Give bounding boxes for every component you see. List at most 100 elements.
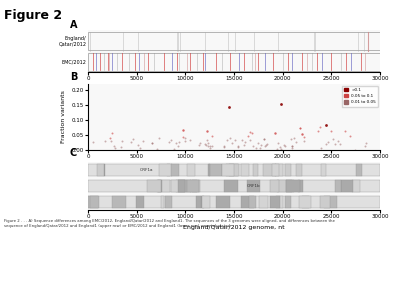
Point: [109, 131, 115, 136]
Point: [156, 136, 162, 141]
Bar: [187, 164, 195, 176]
Point: [264, 141, 270, 146]
Point: [257, 146, 264, 151]
Point: [224, 138, 230, 142]
Bar: [192, 180, 198, 192]
Bar: [285, 196, 291, 208]
Point: [174, 144, 181, 149]
Bar: [165, 196, 172, 208]
Point: [205, 143, 211, 148]
Bar: [270, 180, 279, 192]
Point: [262, 144, 268, 149]
Point: [136, 146, 143, 150]
Point: [208, 134, 215, 139]
Point: [261, 137, 267, 142]
Bar: [171, 180, 185, 192]
Point: [342, 129, 348, 134]
Point: [220, 144, 227, 148]
Point: [261, 136, 268, 141]
Point: [166, 139, 172, 144]
Point: [300, 139, 307, 143]
Point: [332, 142, 338, 147]
Bar: [341, 180, 353, 192]
Point: [323, 123, 330, 128]
Point: [202, 142, 209, 147]
Point: [118, 145, 124, 150]
Point: [293, 139, 300, 144]
Point: [324, 140, 331, 144]
Point: [134, 142, 141, 147]
Bar: [178, 180, 186, 192]
Text: C: C: [70, 148, 77, 158]
Bar: [241, 164, 249, 176]
Bar: [228, 164, 239, 176]
Point: [335, 138, 341, 143]
Bar: [88, 196, 380, 208]
Text: Figure 2: Figure 2: [4, 9, 62, 22]
Point: [347, 133, 353, 138]
Point: [290, 136, 297, 140]
Point: [182, 136, 188, 141]
Bar: [104, 164, 106, 176]
Point: [337, 141, 343, 146]
Bar: [222, 164, 234, 176]
Point: [149, 141, 156, 146]
Point: [111, 144, 117, 148]
Point: [197, 140, 204, 145]
Point: [206, 145, 213, 150]
Point: [263, 143, 269, 148]
Point: [247, 130, 253, 135]
Point: [329, 137, 336, 142]
Bar: [298, 180, 303, 192]
Bar: [190, 180, 200, 192]
Point: [180, 127, 186, 132]
Point: [351, 147, 358, 152]
Bar: [352, 180, 360, 192]
Point: [239, 137, 245, 142]
Bar: [270, 196, 280, 208]
Bar: [112, 196, 126, 208]
Bar: [88, 53, 380, 71]
Bar: [88, 196, 98, 208]
Bar: [247, 180, 260, 192]
Point: [281, 142, 288, 147]
Point: [229, 141, 235, 146]
Point: [281, 144, 288, 148]
Point: [235, 143, 241, 148]
X-axis label: England/Qatar/2012 genome, nt: England/Qatar/2012 genome, nt: [183, 225, 285, 230]
Point: [221, 144, 228, 149]
Point: [204, 137, 211, 142]
Bar: [321, 164, 326, 176]
Point: [182, 139, 188, 144]
Bar: [264, 164, 276, 176]
Bar: [272, 164, 279, 176]
Bar: [216, 196, 230, 208]
Bar: [248, 196, 256, 208]
Point: [235, 145, 241, 149]
Point: [226, 105, 232, 110]
Bar: [336, 180, 341, 192]
Point: [244, 134, 251, 139]
Bar: [88, 164, 380, 176]
Point: [289, 146, 296, 151]
Point: [196, 142, 202, 147]
Bar: [176, 180, 187, 192]
Bar: [96, 164, 104, 176]
Bar: [187, 180, 198, 192]
Bar: [90, 196, 99, 208]
Point: [299, 131, 305, 136]
Point: [102, 138, 108, 143]
Point: [327, 129, 334, 134]
Text: ORF1b: ORF1b: [247, 184, 260, 188]
Point: [207, 143, 214, 148]
Bar: [136, 196, 144, 208]
Bar: [160, 196, 164, 208]
Bar: [253, 164, 258, 176]
Bar: [202, 196, 210, 208]
Bar: [88, 32, 380, 50]
Bar: [208, 164, 210, 176]
Bar: [260, 196, 268, 208]
Point: [112, 146, 118, 150]
Bar: [178, 180, 191, 192]
Bar: [299, 196, 311, 208]
